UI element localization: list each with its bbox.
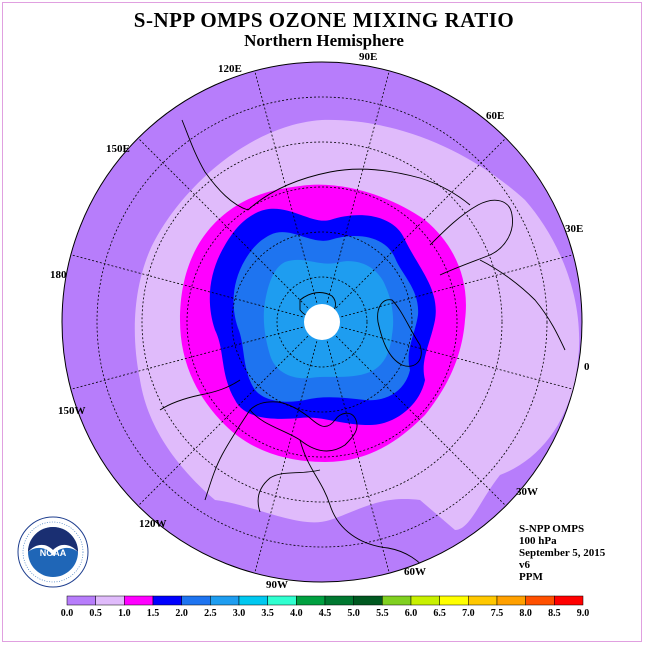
colorbar-tick-label: 8.5	[548, 608, 561, 619]
colorbar-tick-label: 1.0	[118, 608, 131, 619]
colorbar-segment	[525, 595, 555, 606]
meridian-line	[254, 70, 318, 303]
colorbar-tick-label: 6.5	[433, 608, 446, 619]
meridian-line	[335, 137, 507, 309]
colorbar-segment	[554, 595, 584, 606]
meridian-line	[137, 137, 309, 309]
meridian-line	[341, 326, 574, 390]
colorbar-tick-label: 8.0	[519, 608, 532, 619]
colorbar-segment	[66, 595, 96, 606]
colorbar-segment	[353, 595, 383, 606]
lon-label-150w: 150W	[58, 405, 86, 417]
noaa-logo: NOAA	[17, 516, 89, 588]
colorbar-segment	[95, 595, 125, 606]
colorbar-tick-label: 1.5	[146, 608, 160, 619]
colorbar-tick-label: 7.5	[490, 608, 504, 619]
lon-label-30w: 30W	[516, 486, 538, 498]
product-info: S-NPP OMPS 100 hPa September 5, 2015 v6 …	[519, 523, 605, 583]
lon-label-90w: 90W	[266, 579, 288, 591]
colorbar-segment	[181, 595, 211, 606]
lon-label-30e: 30E	[565, 223, 584, 235]
coastline-gulf	[257, 469, 321, 513]
map-title: S-NPP OMPS OZONE MIXING RATIO	[133, 8, 515, 32]
colorbar-tick-label: 3.0	[232, 608, 246, 619]
colorbar-tick-label: 4.5	[318, 608, 332, 619]
meridian-line	[70, 326, 303, 390]
lon-label-60w: 60W	[404, 566, 426, 578]
info-level: 100 hPa	[519, 535, 557, 547]
info-instrument: S-NPP OMPS	[519, 523, 585, 535]
info-version: v6	[519, 559, 530, 571]
pole-hole	[304, 304, 340, 340]
colorbar-tick-label: 2.5	[204, 608, 217, 619]
coastline-africa	[479, 259, 566, 351]
meridian-line	[335, 335, 507, 507]
coastline-north-america-east	[299, 439, 431, 576]
colorbar-tick-label: 5.5	[376, 608, 389, 619]
lon-label-60e: 60E	[486, 110, 505, 122]
meridian-line	[254, 341, 318, 574]
colorbar-tick-label: 4.0	[290, 608, 303, 619]
coastline-asia-north	[247, 168, 471, 211]
colorbar-segment	[124, 595, 154, 606]
colorbar-segment	[496, 595, 526, 606]
page-frame	[2, 2, 642, 642]
lon-label-90e: 90E	[359, 51, 378, 63]
colorbar	[66, 595, 584, 606]
colorbar-segment	[324, 595, 354, 606]
meridian-line	[137, 335, 309, 507]
lon-label-120w: 120W	[139, 518, 167, 530]
colorbar-tick-label: 7.0	[462, 608, 475, 619]
coastline-north-america	[249, 401, 358, 452]
lon-label-0: 0	[584, 361, 590, 373]
colorbar-tick-label: 0.5	[89, 608, 102, 619]
info-units: PPM	[519, 571, 543, 583]
colorbar-tick-label: 9.0	[576, 608, 590, 619]
colorbar-segment	[296, 595, 326, 606]
meridian-line	[326, 341, 390, 574]
colorbar-segment	[238, 595, 268, 606]
lon-label-150e: 150E	[106, 143, 130, 155]
coastline-europe	[429, 199, 513, 276]
map-subtitle: Northern Hemisphere	[244, 31, 404, 50]
coastline-greenland	[377, 299, 422, 367]
colorbar-segment	[439, 595, 469, 606]
colorbar-tick-label: 5.0	[347, 608, 360, 619]
colorbar-tick-label: 3.5	[261, 608, 274, 619]
colorbar-tick-label: 0.0	[60, 608, 74, 619]
colorbar-segment	[468, 595, 498, 606]
colorbar-segment	[267, 595, 297, 606]
coastline-west-coast	[204, 409, 251, 501]
meridian-line	[326, 70, 390, 303]
colorbar-segment	[410, 595, 440, 606]
lon-label-180: 180	[50, 269, 67, 281]
colorbar-segment	[382, 595, 412, 606]
colorbar-tick-label: 6.0	[404, 608, 418, 619]
colorbar-segment	[210, 595, 240, 606]
info-date: September 5, 2015	[519, 547, 606, 559]
coastline-asia-east	[181, 119, 249, 211]
lon-label-120e: 120E	[218, 63, 242, 75]
coastline-alaska	[159, 379, 241, 411]
meridian-line	[70, 254, 303, 318]
colorbar-segment	[152, 595, 182, 606]
colorbar-tick-label: 2.0	[175, 608, 188, 619]
svg-text:NOAA: NOAA	[40, 548, 67, 558]
